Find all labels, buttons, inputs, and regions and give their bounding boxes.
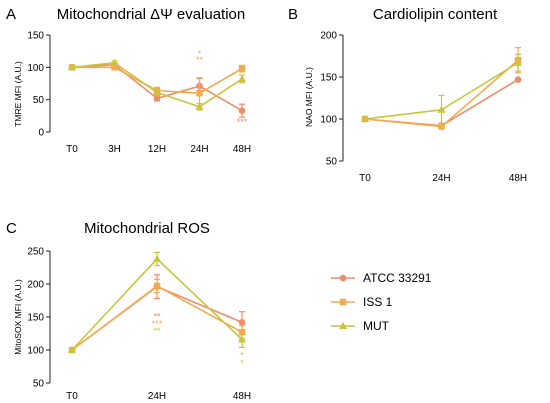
- data-point: [111, 64, 118, 71]
- data-point: [110, 58, 119, 66]
- panel-a: A Mitochondrial ΔΨ evaluation TMRE MFI (…: [6, 6, 251, 155]
- panel-c-ylabel: MitoSOX MFI (A.U.): [13, 279, 23, 355]
- panel-b: B Cardiolipin content NAO MFI (A.U.) 50 1…: [288, 6, 527, 184]
- panel-b-letter: B: [288, 6, 298, 23]
- panel-a-ylabel: TMRE MFI (A.U.): [13, 61, 23, 127]
- x-tick-label: 12H: [148, 144, 166, 155]
- data-point: [68, 346, 76, 353]
- significance-mark: *: [198, 49, 202, 59]
- x-tick-label: 24H: [432, 173, 450, 184]
- y-tick-label: 100: [27, 63, 44, 74]
- y-tick-label: 100: [320, 115, 337, 126]
- data-point: [153, 95, 161, 102]
- data-point: [68, 63, 76, 71]
- x-tick-label: T0: [66, 144, 78, 155]
- significance-mark: **: [153, 326, 161, 336]
- x-tick-label: 3H: [108, 144, 121, 155]
- data-point: [238, 107, 246, 114]
- y-tick-label: 50: [326, 157, 338, 168]
- y-tick-label: 0: [38, 128, 44, 139]
- data-point: [153, 88, 161, 96]
- data-point: [196, 90, 203, 97]
- data-point: [238, 335, 246, 343]
- panel-c-letter: C: [6, 220, 17, 237]
- x-tick-label: 48H: [233, 391, 251, 402]
- y-tick-label: 150: [320, 73, 337, 84]
- x-tick-label: 24H: [148, 391, 166, 402]
- data-point: [238, 74, 246, 82]
- panel-b-ylabel: NAO MFI (A.U.): [304, 67, 314, 127]
- significance-mark: ***: [237, 117, 248, 127]
- legend-label: MUT: [363, 319, 390, 333]
- significance-mark: **: [196, 55, 204, 65]
- significance-mark: **: [153, 312, 161, 322]
- panel-c: C Mitochondrial ROS MitoSOX MFI (A.U.) 5…: [6, 220, 251, 402]
- data-point: [514, 76, 522, 83]
- y-tick-label: 50: [33, 95, 45, 106]
- y-tick-label: 200: [27, 280, 44, 291]
- x-tick-label: 24H: [190, 144, 208, 155]
- legend-marker: [339, 298, 347, 306]
- panel-a-title: Mitochondrial ΔΨ evaluation: [57, 6, 245, 23]
- panel-c-title: Mitochondrial ROS: [84, 220, 210, 237]
- data-point: [153, 254, 161, 262]
- data-point: [195, 102, 204, 110]
- data-point: [437, 105, 446, 113]
- significance-mark: ***: [152, 319, 163, 329]
- data-point: [361, 115, 369, 122]
- y-tick-label: 150: [27, 313, 44, 324]
- data-point: [238, 318, 246, 326]
- data-point: [238, 65, 246, 72]
- y-tick-label: 50: [33, 379, 45, 390]
- x-tick-label: 48H: [233, 144, 251, 155]
- data-point: [438, 123, 445, 130]
- series-line: [71, 257, 243, 351]
- panel-a-letter: A: [6, 6, 16, 23]
- data-point: [153, 282, 161, 290]
- x-tick-label: 48H: [509, 173, 527, 184]
- x-tick-label: T0: [66, 391, 78, 402]
- significance-mark: *: [240, 358, 244, 368]
- y-tick-label: 150: [27, 31, 44, 42]
- y-tick-label: 100: [27, 346, 44, 357]
- legend-marker: [339, 322, 347, 329]
- data-point: [514, 58, 522, 66]
- legend: ATCC 33291 ISS 1 MUT: [331, 271, 432, 333]
- y-tick-label: 200: [320, 31, 337, 42]
- legend-label: ATCC 33291: [363, 271, 432, 285]
- significance-mark: *: [240, 351, 244, 361]
- legend-marker: [339, 274, 347, 282]
- x-tick-label: T0: [359, 173, 371, 184]
- panel-b-title: Cardiolipin content: [373, 6, 498, 23]
- y-tick-label: 250: [27, 247, 44, 258]
- legend-label: ISS 1: [363, 295, 393, 309]
